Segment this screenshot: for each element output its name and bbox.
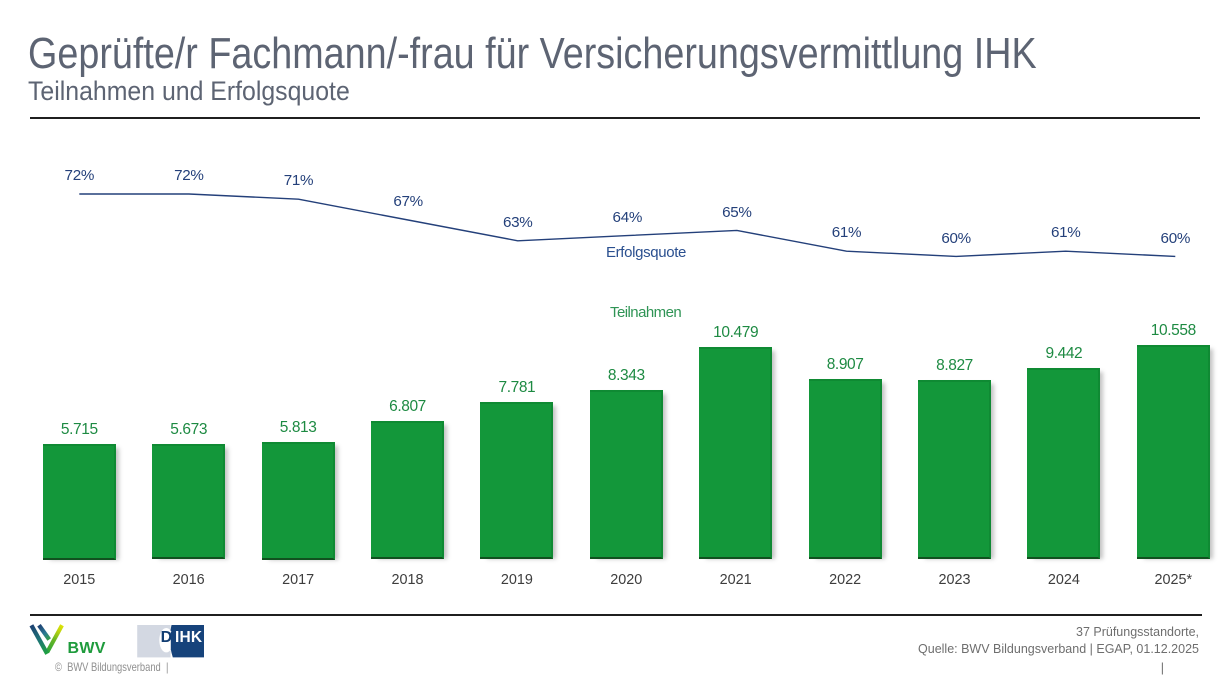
svg-text:IHK: IHK xyxy=(175,629,203,646)
svg-text:D: D xyxy=(161,629,173,646)
